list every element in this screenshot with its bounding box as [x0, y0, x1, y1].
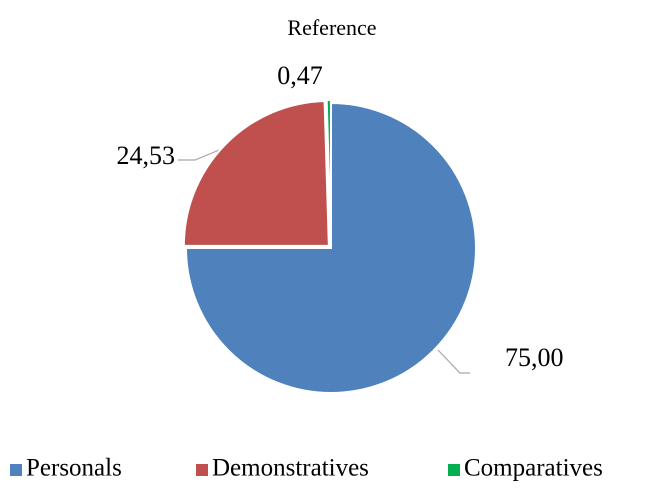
pie-slice — [325, 98, 332, 246]
data-label: 24,53 — [117, 141, 176, 170]
leader-line — [178, 147, 225, 161]
legend-label: Personals — [26, 455, 122, 482]
pie-slice — [182, 99, 330, 247]
data-label: 75,00 — [505, 343, 564, 372]
legend-label: Comparatives — [464, 455, 603, 482]
legend-swatch — [448, 464, 460, 476]
legend-swatch — [196, 464, 208, 476]
legend-label: Demonstratives — [212, 455, 369, 482]
legend-swatch — [10, 464, 22, 476]
pie-slice — [184, 101, 477, 394]
data-label: 0,47 — [277, 61, 323, 90]
chart-title: Reference — [287, 15, 376, 40]
leader-line — [437, 349, 470, 374]
